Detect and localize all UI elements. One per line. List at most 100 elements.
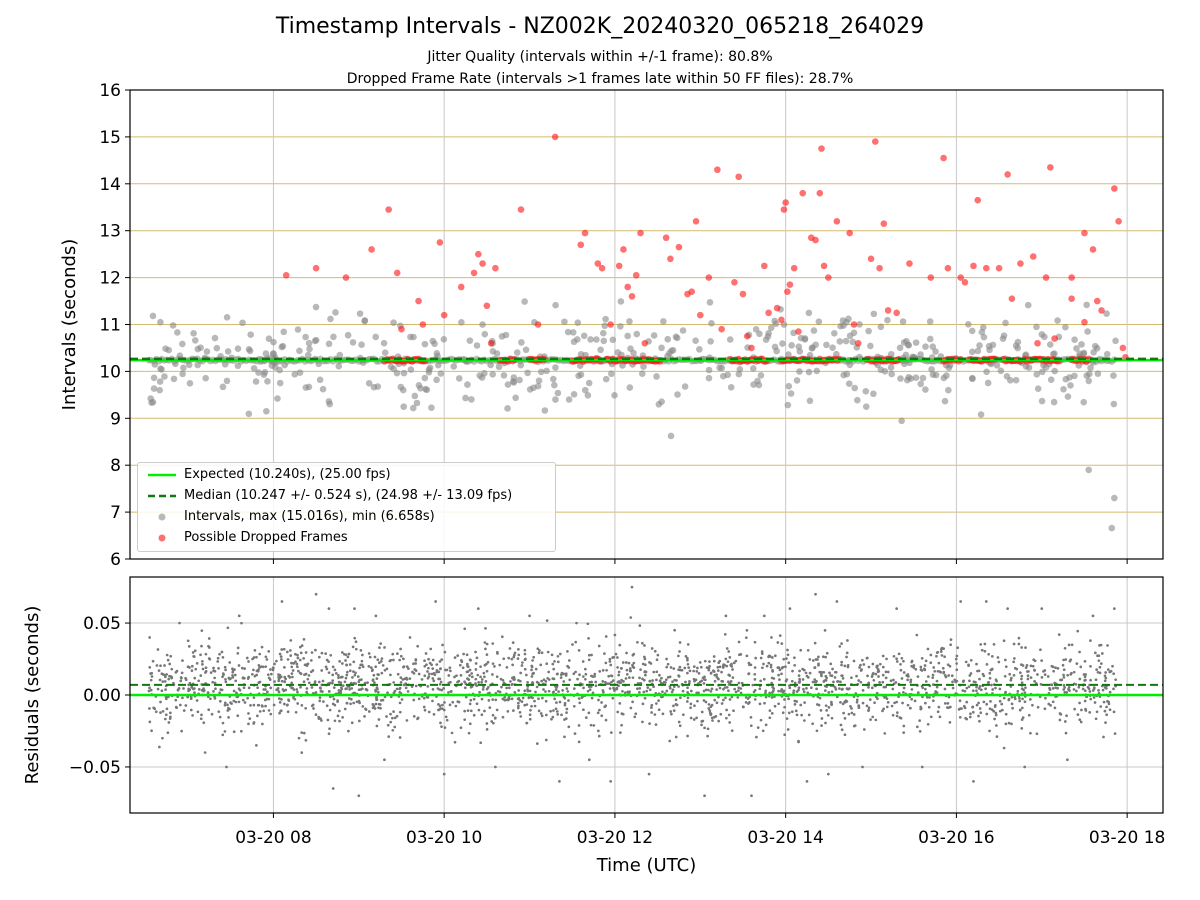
- residual-point: [692, 669, 695, 673]
- residual-point: [383, 646, 386, 649]
- residual-point: [984, 600, 988, 603]
- residual-point: [1065, 714, 1068, 718]
- residual-point: [855, 698, 859, 702]
- residual-point: [1039, 648, 1042, 652]
- residual-point: [363, 681, 367, 685]
- residual-point: [780, 666, 784, 670]
- residual-point: [349, 681, 353, 685]
- residual-point: [377, 673, 380, 677]
- residual-point: [347, 697, 351, 700]
- residual-point: [1070, 643, 1074, 647]
- residual-point: [955, 679, 959, 683]
- residual-point: [327, 689, 331, 693]
- residual-point: [158, 678, 162, 682]
- interval-point: [597, 346, 604, 354]
- residual-point: [202, 721, 206, 725]
- residual-point: [1102, 700, 1106, 704]
- residual-point: [533, 704, 537, 708]
- dropped-point: [974, 196, 982, 204]
- residual-point: [188, 688, 192, 692]
- residual-point: [381, 664, 385, 667]
- residual-point: [586, 689, 590, 693]
- residual-point: [875, 664, 879, 668]
- residual-point: [730, 729, 734, 733]
- interval-point: [1038, 397, 1046, 405]
- residual-point: [290, 686, 293, 690]
- interval-point: [537, 368, 545, 376]
- residual-point: [325, 667, 329, 671]
- residual-point: [814, 658, 818, 661]
- residual-point: [587, 711, 591, 715]
- residual-point: [1074, 683, 1078, 686]
- residual-point: [698, 661, 702, 664]
- residual-point: [1104, 671, 1108, 674]
- residual-point: [256, 686, 259, 690]
- interval-point: [415, 381, 423, 389]
- residual-point: [910, 659, 914, 663]
- interval-point: [856, 321, 863, 328]
- residual-point: [255, 744, 258, 747]
- residual-point: [707, 703, 711, 706]
- residual-point: [385, 715, 388, 718]
- residual-point: [678, 641, 682, 644]
- residual-point: [307, 674, 311, 677]
- interval-point: [813, 367, 821, 375]
- residual-point: [518, 699, 522, 702]
- residual-point: [367, 665, 371, 668]
- residual-point: [829, 662, 833, 666]
- dropped-point: [1029, 253, 1037, 260]
- residual-point: [300, 644, 304, 647]
- residual-point: [280, 648, 284, 651]
- residual-point: [788, 686, 792, 690]
- residual-point: [702, 682, 706, 685]
- legend-item-median: Median (10.247 +/- 0.524 s), (24.98 +/- …: [138, 486, 555, 506]
- residual-point: [564, 674, 568, 677]
- residual-point: [1078, 677, 1082, 681]
- interval-point: [976, 342, 983, 349]
- residual-point: [1083, 689, 1087, 693]
- residual-point: [977, 701, 980, 705]
- residual-point: [223, 701, 227, 705]
- residual-point: [849, 705, 852, 708]
- residual-point: [269, 686, 273, 690]
- interval-point: [805, 368, 813, 376]
- interval-point: [326, 400, 334, 408]
- residual-point: [292, 661, 296, 665]
- interval-point: [633, 330, 641, 338]
- residual-point: [354, 671, 357, 675]
- residual-point: [587, 758, 591, 762]
- residual-point: [800, 713, 803, 717]
- residual-point: [563, 735, 566, 739]
- residual-point: [971, 705, 975, 709]
- interval-point: [179, 370, 186, 378]
- residual-point: [794, 709, 798, 713]
- dropped-point: [735, 173, 743, 181]
- interval-point: [264, 378, 271, 385]
- y-tick-label: 9: [110, 409, 121, 429]
- residual-point: [814, 592, 817, 596]
- residual-point: [429, 647, 433, 651]
- residual-point: [777, 673, 780, 677]
- residual-point: [801, 678, 805, 681]
- residual-point: [780, 672, 783, 676]
- interval-point: [1103, 350, 1111, 358]
- residual-point: [256, 714, 259, 718]
- residual-point: [523, 667, 527, 671]
- residual-point: [718, 686, 722, 690]
- residual-point: [707, 707, 711, 710]
- interval-point: [565, 396, 573, 403]
- residual-point: [584, 667, 587, 671]
- residual-point: [764, 691, 767, 695]
- residual-point: [820, 724, 823, 727]
- residual-point: [297, 736, 301, 740]
- residual-point: [318, 696, 322, 699]
- residual-point: [237, 687, 241, 691]
- residual-point: [601, 680, 605, 683]
- residual-point: [314, 592, 318, 596]
- residual-point: [764, 695, 768, 699]
- residual-point: [223, 730, 227, 733]
- residual-point: [286, 703, 289, 707]
- residual-point: [580, 696, 584, 699]
- residual-point: [1112, 672, 1116, 676]
- residual-point: [474, 677, 478, 681]
